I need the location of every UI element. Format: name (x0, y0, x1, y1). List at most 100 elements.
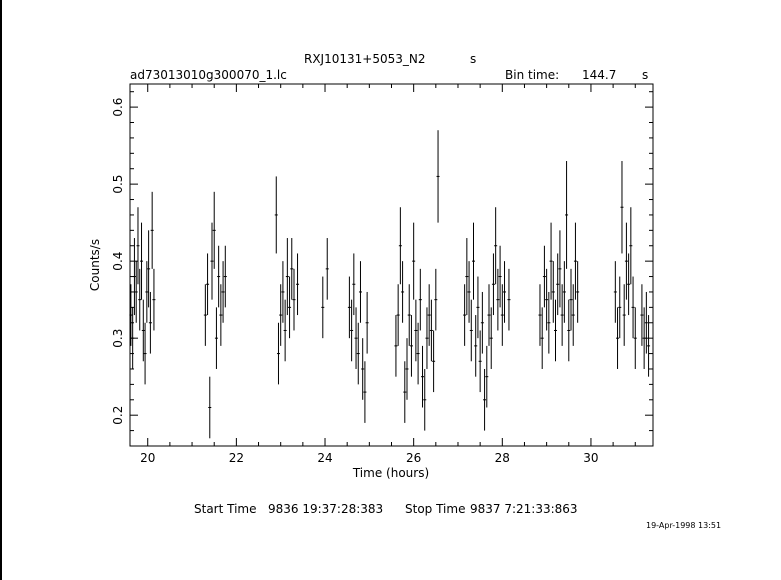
data-point (131, 307, 135, 369)
data-point (556, 253, 560, 316)
bin-time-value: 144.7 (582, 68, 617, 82)
data-point (620, 161, 624, 254)
plot-axes (129, 83, 654, 447)
data-point (560, 284, 564, 346)
data-point (212, 191, 216, 269)
y-tick-label: 0.3 (111, 329, 125, 348)
data-point (321, 276, 325, 339)
data-point (436, 130, 440, 223)
data-point (414, 299, 418, 362)
data-point (136, 207, 140, 285)
data-point (358, 261, 362, 323)
data-point (150, 191, 154, 269)
bin-time-label: Bin time: (505, 68, 560, 82)
data-point (418, 268, 422, 331)
window-left-edge (0, 0, 2, 580)
data-point (496, 268, 500, 331)
data-point (558, 230, 562, 308)
data-point (283, 299, 287, 362)
data-point (223, 245, 227, 308)
data-point (487, 284, 491, 346)
data-point (478, 330, 482, 393)
x-tick-label: 24 (317, 451, 332, 465)
data-point (421, 345, 425, 408)
data-point (140, 222, 144, 300)
data-point (279, 284, 283, 346)
data-point (485, 345, 489, 408)
data-point (219, 284, 223, 346)
date-stamp: 19-Apr-1998 13:51 (646, 521, 722, 530)
y-tick-label: 0.2 (111, 406, 125, 425)
data-point (425, 307, 429, 369)
data-point (618, 276, 622, 339)
data-point (551, 261, 555, 323)
data-point (363, 361, 367, 423)
data-point (507, 268, 511, 331)
data-point (627, 253, 631, 316)
start-time-value: 9836 19:37:28:383 (268, 502, 384, 516)
data-point (208, 376, 212, 439)
data-point (465, 238, 469, 316)
data-point (538, 284, 542, 346)
data-point (276, 322, 280, 385)
data-point (640, 284, 644, 346)
axis-ticks: 20 22 24 26 28 30 0.2 0.3 0.4 0.5 0.6 (111, 84, 653, 465)
data-point (296, 253, 300, 316)
data-point (545, 268, 549, 331)
x-tick-label: 30 (583, 451, 598, 465)
data-point (361, 338, 365, 400)
data-point (147, 230, 151, 308)
data-point (542, 245, 546, 308)
data-point (356, 322, 360, 385)
data-point (407, 284, 411, 346)
y-tick-label: 0.4 (111, 252, 125, 271)
x-tick-label: 22 (229, 451, 244, 465)
plot-frame (129, 83, 654, 447)
data-point (429, 299, 433, 362)
data-point (274, 176, 278, 254)
data-point (403, 361, 407, 423)
data-point (409, 315, 413, 377)
data-point (288, 276, 292, 339)
data-point (432, 330, 436, 393)
data-point (405, 338, 409, 400)
data-points (129, 130, 651, 439)
data-point (141, 299, 145, 362)
data-point (217, 245, 221, 308)
data-point (347, 276, 351, 339)
y-tick-label: 0.5 (111, 175, 125, 194)
data-point (394, 315, 398, 377)
data-point (624, 222, 628, 300)
stop-time-value: 9837 7:21:33:863 (470, 502, 578, 516)
data-point (350, 299, 354, 362)
data-point (642, 307, 646, 369)
data-point (221, 261, 225, 323)
data-point (427, 284, 431, 346)
data-point (152, 268, 156, 331)
data-point (500, 284, 504, 346)
data-point (631, 276, 635, 339)
data-point (491, 253, 495, 316)
data-point (489, 307, 493, 369)
chart-title-suffix: s (470, 52, 477, 66)
data-point (290, 238, 294, 300)
bin-time-unit: s (642, 68, 649, 82)
data-point (396, 284, 400, 346)
data-point (434, 268, 438, 331)
data-point (210, 222, 214, 300)
data-point (483, 368, 487, 431)
data-point (206, 253, 210, 316)
data-point (553, 299, 557, 362)
data-point (325, 238, 329, 300)
data-point (647, 315, 651, 377)
x-axis-label: Time (hours) (352, 466, 429, 480)
data-point (138, 268, 142, 331)
data-point (132, 238, 136, 316)
data-point (148, 291, 152, 354)
data-point (471, 222, 475, 300)
data-point (292, 268, 296, 331)
stop-time-label: Stop Time (405, 502, 466, 516)
data-point (214, 307, 218, 369)
data-point (562, 261, 566, 323)
